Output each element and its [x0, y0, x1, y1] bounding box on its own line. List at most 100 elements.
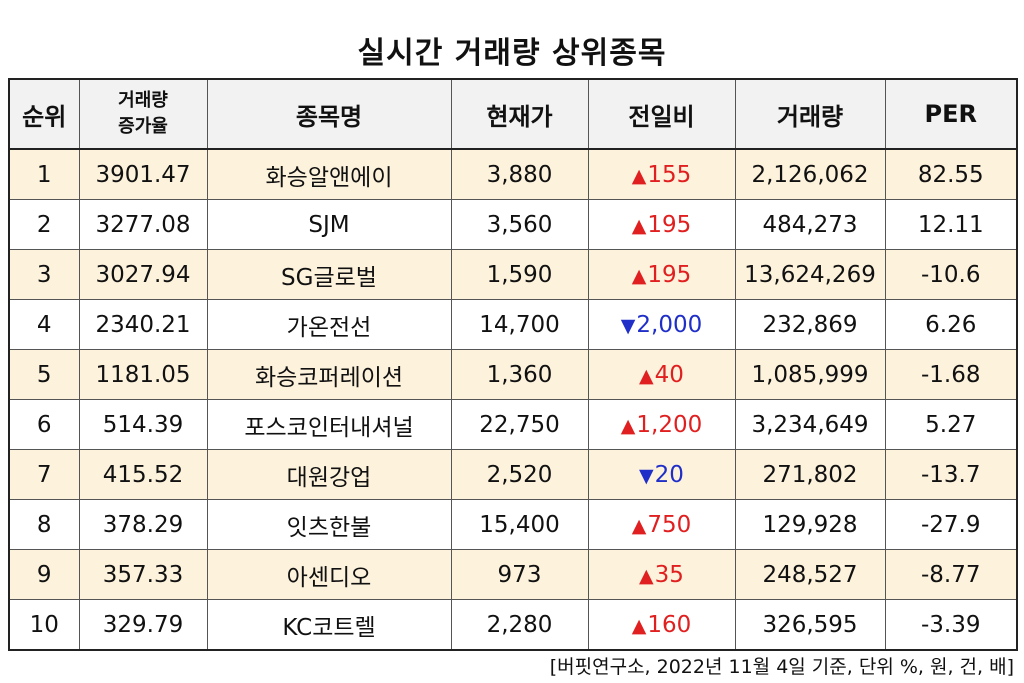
per-cell: -27.9: [884, 499, 1018, 550]
change-cell: ▲160: [587, 599, 736, 651]
volume-cell: 129,928: [734, 499, 886, 550]
change-value: 2,000: [636, 311, 703, 338]
up-triangle-icon: ▲: [639, 364, 654, 387]
header-rank: 순위: [8, 78, 80, 150]
header-volume-increase-line1: 거래량: [118, 90, 168, 111]
volume-increase-cell: 1181.05: [78, 349, 208, 400]
down-triangle-icon: ▼: [620, 314, 636, 337]
table-row: 10 329.79 KC코트렐 2,280 ▲160 326,595 -3.39: [8, 599, 1018, 651]
per-cell: -1.68: [884, 349, 1018, 400]
per-cell: 5.27: [884, 399, 1018, 450]
change-value: 20: [654, 461, 684, 488]
up-triangle-icon: ▲: [620, 414, 636, 437]
header-price: 현재가: [450, 78, 589, 150]
stock-name-cell: 잇츠한불: [206, 499, 452, 550]
change-cell: ▼20: [587, 449, 736, 500]
price-cell: 2,520: [450, 449, 589, 500]
price-cell: 15,400: [450, 499, 589, 550]
header-change: 전일비: [587, 78, 736, 150]
volume-cell: 232,869: [734, 299, 886, 350]
change-value: 195: [647, 211, 692, 238]
volume-cell: 326,595: [734, 599, 886, 651]
page-title: 실시간 거래량 상위종목: [357, 36, 667, 71]
header-per: PER: [884, 78, 1018, 150]
change-value: 160: [647, 611, 692, 638]
volume-ranking-table: 순위 거래량 증가율 종목명 현재가 전일비 거래량 PER 1 3901.47 화…: [8, 78, 1018, 651]
volume-cell: 1,085,999: [734, 349, 886, 400]
stock-name-cell: SJM: [206, 199, 452, 250]
header-name: 종목명: [206, 78, 452, 150]
volume-cell: 271,802: [734, 449, 886, 500]
rank-cell: 5: [8, 349, 80, 400]
volume-increase-cell: 329.79: [78, 599, 208, 651]
per-cell: -8.77: [884, 549, 1018, 600]
per-cell: -10.6: [884, 249, 1018, 300]
price-cell: 3,560: [450, 199, 589, 250]
change-value: 155: [647, 161, 692, 188]
volume-increase-cell: 3027.94: [78, 249, 208, 300]
table-row: 5 1181.05 화승코퍼레이션 1,360 ▲40 1,085,999 -1.68: [8, 349, 1018, 400]
stock-name-cell: 아센디오: [206, 549, 452, 600]
volume-increase-cell: 514.39: [78, 399, 208, 450]
up-triangle-icon: ▲: [631, 264, 647, 287]
change-cell: ▲1,200: [587, 399, 736, 450]
header-volume-increase: 거래량 증가율: [78, 78, 208, 150]
rank-cell: 8: [8, 499, 80, 550]
per-cell: 12.11: [884, 199, 1018, 250]
change-value: 1,200: [636, 411, 703, 438]
table-row: 6 514.39 포스코인터내셔널 22,750 ▲1,200 3,234,649 5.27: [8, 399, 1018, 450]
price-cell: 1,360: [450, 349, 589, 400]
volume-increase-cell: 3277.08: [78, 199, 208, 250]
price-cell: 1,590: [450, 249, 589, 300]
price-cell: 973: [450, 549, 589, 600]
stock-name-cell: 대원강업: [206, 449, 452, 500]
volume-cell: 2,126,062: [734, 148, 886, 200]
price-cell: 14,700: [450, 299, 589, 350]
header-volume: 거래량: [734, 78, 886, 150]
stock-name-cell: 가온전선: [206, 299, 452, 350]
rank-cell: 10: [8, 599, 80, 651]
table-row: 9 357.33 아센디오 973 ▲35 248,527 -8.77: [8, 549, 1018, 600]
table-body: 1 3901.47 화승알앤에이 3,880 ▲155 2,126,062 82.55 2 32…: [8, 148, 1018, 651]
change-cell: ▲35: [587, 549, 736, 600]
volume-cell: 248,527: [734, 549, 886, 600]
up-triangle-icon: ▲: [631, 514, 647, 537]
per-cell: 82.55: [884, 148, 1018, 200]
change-cell: ▲195: [587, 199, 736, 250]
per-cell: -13.7: [884, 449, 1018, 500]
up-triangle-icon: ▲: [631, 614, 647, 637]
per-cell: 6.26: [884, 299, 1018, 350]
volume-increase-cell: 415.52: [78, 449, 208, 500]
table-row: 2 3277.08 SJM 3,560 ▲195 484,273 12.11: [8, 199, 1018, 250]
change-cell: ▲40: [587, 349, 736, 400]
rank-cell: 4: [8, 299, 80, 350]
volume-cell: 484,273: [734, 199, 886, 250]
table-row: 8 378.29 잇츠한불 15,400 ▲750 129,928 -27.9: [8, 499, 1018, 550]
price-cell: 2,280: [450, 599, 589, 651]
up-triangle-icon: ▲: [631, 214, 647, 237]
rank-cell: 3: [8, 249, 80, 300]
table-row: 3 3027.94 SG글로벌 1,590 ▲195 13,624,269 -10.6: [8, 249, 1018, 300]
rank-cell: 9: [8, 549, 80, 600]
per-cell: -3.39: [884, 599, 1018, 651]
stock-name-cell: KC코트렐: [206, 599, 452, 651]
header-volume-increase-line2: 증가율: [118, 116, 168, 137]
rank-cell: 6: [8, 399, 80, 450]
up-triangle-icon: ▲: [639, 564, 654, 587]
change-cell: ▲750: [587, 499, 736, 550]
source-note: [버핏연구소, 2022년 11월 4일 기준, 단위 %, 원, 건, 배]: [549, 656, 1014, 678]
table-row: 1 3901.47 화승알앤에이 3,880 ▲155 2,126,062 82.55: [8, 148, 1018, 200]
down-triangle-icon: ▼: [639, 464, 654, 487]
volume-increase-cell: 357.33: [78, 549, 208, 600]
change-value: 195: [647, 261, 692, 288]
change-value: 40: [654, 361, 684, 388]
rank-cell: 1: [8, 148, 80, 200]
change-cell: ▲195: [587, 249, 736, 300]
volume-increase-cell: 2340.21: [78, 299, 208, 350]
change-value: 35: [654, 561, 684, 588]
change-cell: ▼2,000: [587, 299, 736, 350]
stock-name-cell: 포스코인터내셔널: [206, 399, 452, 450]
rank-cell: 2: [8, 199, 80, 250]
stock-name-cell: SG글로벌: [206, 249, 452, 300]
table-header-row: 순위 거래량 증가율 종목명 현재가 전일비 거래량 PER: [8, 78, 1018, 150]
